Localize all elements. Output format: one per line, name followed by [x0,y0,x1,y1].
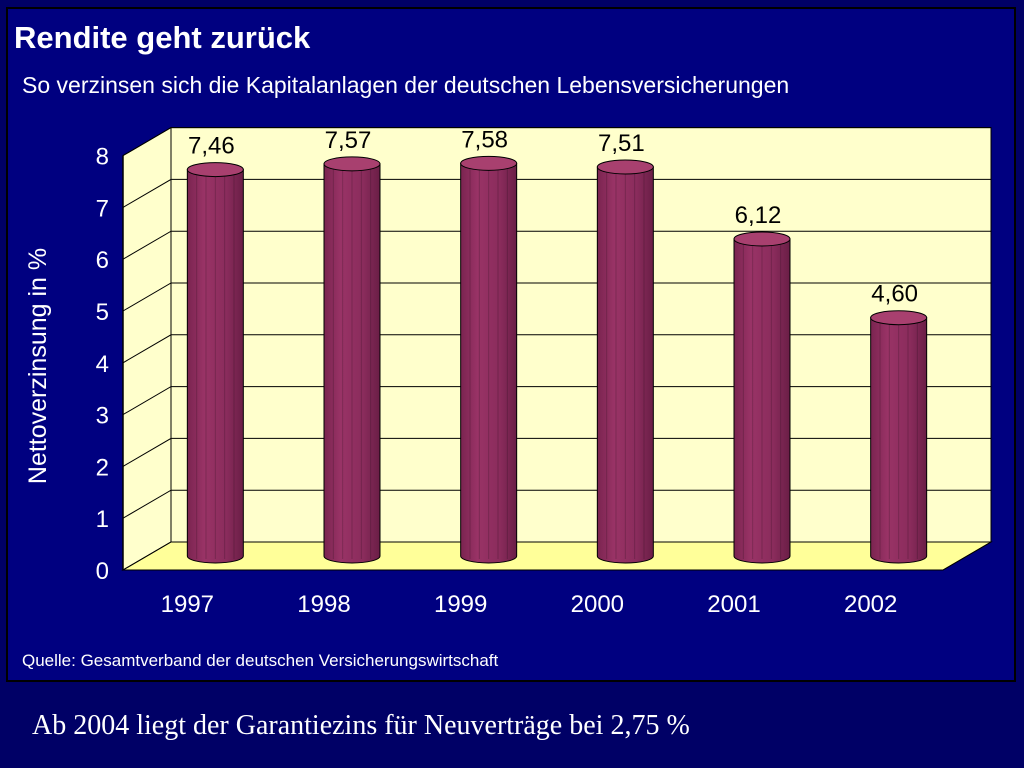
bar-2000 [596,166,654,564]
gridline [122,334,991,364]
plot-floor [121,541,993,571]
source-note: Quelle: Gesamtverband der deutschen Vers… [22,651,499,670]
y-tick-label: 5 [96,299,109,326]
bar-top-2000 [596,159,654,175]
footer-note: Ab 2004 liegt der Garantiezins für Neuve… [32,710,690,741]
y-tick-label: 1 [96,506,109,533]
bar-top-2001 [733,231,791,247]
x-tick-label-2001: 2001 [707,591,760,618]
data-label-1999: 7,58 [461,126,508,153]
y-tick-label: 4 [96,351,109,378]
bar-chart: 0 1 2 3 4 5 6 7 8 Nettoverzinsung in % 7,46 1997 7,5… [24,126,993,618]
bar-top-1999 [460,155,518,171]
gridline [122,489,991,519]
bar-1999 [460,162,518,564]
bar-top-2002 [870,310,928,326]
y-tick-label: 3 [96,403,109,430]
y-tick-label: 0 [96,558,109,585]
gridline [122,282,991,312]
gridline [122,178,991,208]
gridline [122,541,991,571]
x-tick-label-2000: 2000 [571,591,624,618]
y-tick-label: 2 [96,454,109,481]
bar-1998 [323,163,381,564]
y-tick-label: 6 [96,247,109,274]
data-label-1998: 7,57 [325,127,372,154]
y-tick-label: 8 [96,144,109,171]
page-title: Rendite geht zurück [14,20,311,55]
y-tick-label: 7 [96,195,109,222]
bar-top-1997 [186,162,244,178]
x-tick-label-2002: 2002 [844,591,897,618]
x-tick-label-1998: 1998 [297,591,350,618]
data-label-2001: 6,12 [735,202,782,229]
chart-subtitle: So verzinsen sich die Kapitalanlagen der… [22,72,790,98]
y-axis-label: Nettoverzinsung in % [24,248,52,484]
gridline [122,230,991,260]
data-label-2000: 7,51 [598,130,645,157]
gridline [122,437,991,467]
bar-1997 [186,169,244,564]
floor-edge [942,541,992,571]
data-label-1997: 7,46 [188,133,235,160]
x-tick-label-1997: 1997 [161,591,214,618]
gridline [122,386,991,416]
bar-top-1998 [323,156,381,172]
bar-2002 [870,317,928,564]
x-tick-label-1999: 1999 [434,591,487,618]
gridline [122,127,991,157]
bar-2001 [733,238,791,564]
data-label-2002: 4,60 [871,281,918,308]
